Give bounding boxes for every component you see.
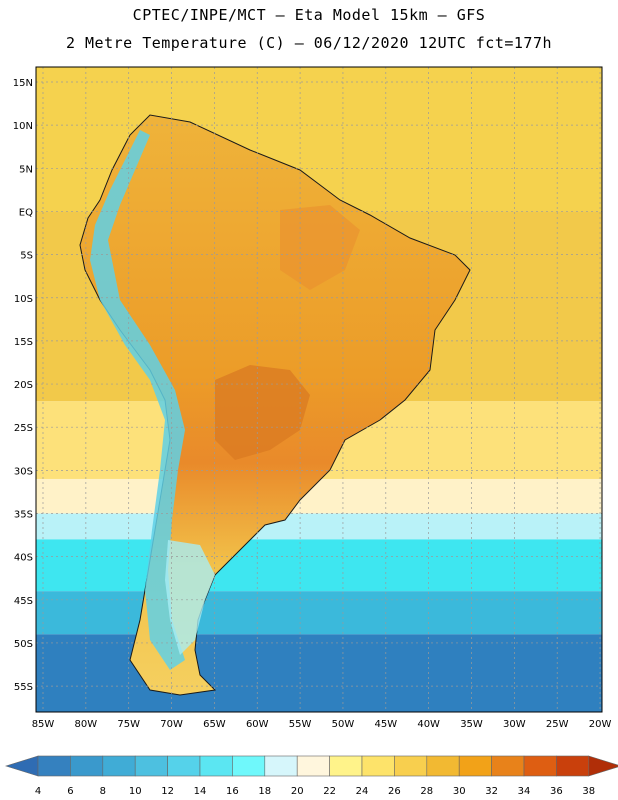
colorbar-tick-label: 8: [100, 786, 106, 797]
ocean-band: [36, 478, 602, 514]
colorbar-cell: [523, 755, 557, 777]
colorbar-cell: [134, 755, 168, 777]
latitude-label: 50S: [14, 639, 33, 650]
ocean-band: [36, 634, 602, 712]
temperature-map: 15N 10N 5N EQ 5S 10S 15S 20S 25S 30S 35S 40S 45S 50S 5…: [13, 66, 612, 730]
colorbar-cell: [37, 755, 71, 777]
temperature-colorbar: 4 6 8 10 12 14 16 18 20 22 24 26 28 30 32 34 36 38: [4, 755, 618, 797]
latitude-label: 55S: [14, 682, 33, 693]
colorbar-cell: [102, 755, 136, 777]
colorbar-cell: [426, 755, 460, 777]
colorbar-tick-label: 14: [194, 786, 207, 797]
longitude-label: 65W: [203, 719, 226, 730]
interior-hot-core: [215, 365, 310, 460]
latitude-label: 45S: [14, 596, 33, 607]
longitude-label: 25W: [546, 719, 569, 730]
colorbar-tick-label: 36: [550, 786, 563, 797]
longitude-label: 55W: [289, 719, 312, 730]
latitude-labels: 15N 10N 5N EQ 5S 10S 15S 20S 25S 30S 35S 40S 45S 50S 5…: [13, 78, 33, 693]
colorbar-tick-label: 12: [161, 786, 174, 797]
map-title: CPTEC/INPE/MCT – Eta Model 15km – GFS: [132, 6, 486, 24]
colorbar-cell: [167, 755, 201, 777]
ocean-band: [36, 513, 602, 540]
longitude-label: 40W: [417, 719, 440, 730]
map-frame: [35, 66, 603, 713]
colorbar-high-arrow: [588, 755, 618, 777]
map-graticule: [36, 67, 602, 712]
latitude-label: 15S: [14, 337, 33, 348]
latitude-label: 30S: [14, 466, 33, 477]
colorbar-tick-labels: 4 6 8 10 12 14 16 18 20 22 24 26 28 30 32 34 36 38: [35, 786, 595, 797]
colorbar-cell: [361, 755, 395, 777]
colorbar-cell: [199, 755, 233, 777]
latitude-label: 15N: [13, 78, 33, 89]
colorbar-tick-label: 22: [323, 786, 336, 797]
colorbar-low-arrow: [4, 755, 39, 777]
latitude-label: 35S: [14, 510, 33, 521]
latitude-label: 40S: [14, 553, 33, 564]
colorbar-tick-label: 20: [291, 786, 304, 797]
colorbar-tick-label: 18: [258, 786, 271, 797]
colorbar-tick-label: 28: [420, 786, 433, 797]
longitude-label: 70W: [160, 719, 183, 730]
colorbar-cell: [232, 755, 266, 777]
map-field: [36, 67, 602, 712]
colorbar-cell: [458, 755, 492, 777]
longitude-label: 50W: [332, 719, 355, 730]
colorbar-tick-label: 16: [226, 786, 239, 797]
latitude-label: 10S: [14, 294, 33, 305]
longitude-label: 20W: [589, 719, 612, 730]
latitude-label: 5N: [19, 164, 33, 175]
colorbar-cell: [556, 755, 590, 777]
latitude-label: 5S: [20, 251, 33, 262]
colorbar-cell: [296, 755, 330, 777]
colorbar-tick-label: 26: [388, 786, 401, 797]
longitude-label: 60W: [246, 719, 269, 730]
colorbar-cell: [70, 755, 104, 777]
longitude-label: 30W: [503, 719, 526, 730]
ocean-band: [36, 539, 602, 592]
colorbar-tick-label: 38: [582, 786, 595, 797]
map-subtitle: 2 Metre Temperature (C) – 06/12/2020 12U…: [65, 34, 553, 52]
colorbar-tick-label: 34: [518, 786, 531, 797]
andes-cool-band: [90, 130, 185, 670]
latitude-label: 10N: [13, 121, 33, 132]
longitude-label: 45W: [374, 719, 397, 730]
longitude-labels: 85W 80W 75W 70W 65W 60W 55W 50W 45W 40W 35W 30W 25W 2…: [32, 719, 612, 730]
latitude-label: EQ: [19, 207, 33, 218]
colorbar-cell: [329, 755, 363, 777]
colorbar-tick-label: 10: [129, 786, 142, 797]
colorbar-tick-label: 32: [485, 786, 498, 797]
latitude-label: 25S: [14, 423, 33, 434]
colorbar-tick-label: 6: [67, 786, 73, 797]
longitude-label: 35W: [460, 719, 483, 730]
patagonia-cool-band: [165, 540, 215, 655]
colorbar-cells: [4, 755, 618, 777]
latitude-label: 20S: [14, 380, 33, 391]
ocean-band: [36, 591, 602, 635]
colorbar-cell: [394, 755, 428, 777]
colorbar-tick-label: 24: [356, 786, 369, 797]
colorbar-tick-label: 30: [453, 786, 466, 797]
longitude-label: 80W: [75, 719, 98, 730]
longitude-label: 85W: [32, 719, 55, 730]
colorbar-cell: [264, 755, 298, 777]
colorbar-cell: [491, 755, 525, 777]
colorbar-tick-label: 4: [35, 786, 41, 797]
longitude-label: 75W: [117, 719, 140, 730]
